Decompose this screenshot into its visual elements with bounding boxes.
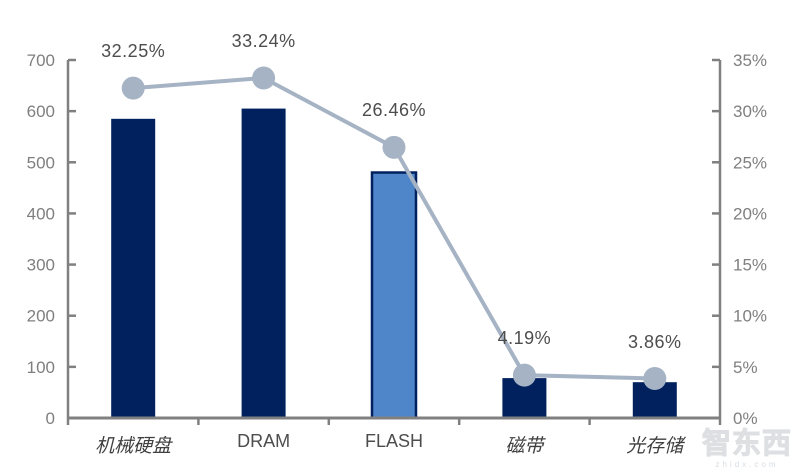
x-axis-category-label-2: FLASH <box>364 431 424 451</box>
line-marker-2 <box>382 135 406 159</box>
data-label-4: 3.86% <box>628 331 682 352</box>
bar-2 <box>370 171 418 420</box>
bar-1 <box>241 108 286 418</box>
bar-0 <box>111 118 156 419</box>
line-marker-4 <box>643 367 667 391</box>
left-axis-tick-label: 200 <box>27 307 55 326</box>
right-axis-tick-label: 30% <box>733 102 767 121</box>
data-label-1: 33.24% <box>231 31 296 51</box>
line-marker-1 <box>252 66 276 90</box>
watermark-logo-text: 智东西 <box>701 428 792 460</box>
x-axis-category-label-4: 光存储 <box>626 435 684 457</box>
right-axis-tick-label: 15% <box>733 256 767 275</box>
left-axis-tick-label: 300 <box>27 256 55 275</box>
right-axis-tick-label: 25% <box>733 153 767 172</box>
x-axis-category-label-3: 磁带 <box>505 435 544 457</box>
line-marker-0 <box>121 76 145 100</box>
x-axis-category-label-1: DRAM <box>237 431 291 451</box>
x-axis-category-label-0: 机械硬盘 <box>95 435 172 457</box>
left-axis-tick-label: 500 <box>27 153 55 172</box>
left-axis-tick-label: 600 <box>27 102 55 121</box>
left-axis-tick-label: 0 <box>46 409 55 428</box>
right-axis-tick-label: 20% <box>733 204 767 223</box>
data-label-0: 32.25% <box>101 41 166 62</box>
watermark: 智东西 zhidx.com <box>701 428 792 469</box>
data-label-2: 26.46% <box>361 100 427 121</box>
right-axis-tick-label: 10% <box>733 307 767 326</box>
left-axis-tick-label: 700 <box>27 51 55 70</box>
left-axis-tick-label: 400 <box>27 204 55 223</box>
left-axis-tick-label: 100 <box>27 358 55 377</box>
data-label-3: 4.19% <box>497 328 552 349</box>
watermark-url-text: zhidx.com <box>715 460 779 469</box>
right-axis-tick-label: 35% <box>733 51 767 70</box>
line-marker-3 <box>512 363 536 387</box>
right-axis-tick-label: 5% <box>733 358 758 377</box>
right-axis-tick-label: 0% <box>733 409 758 428</box>
